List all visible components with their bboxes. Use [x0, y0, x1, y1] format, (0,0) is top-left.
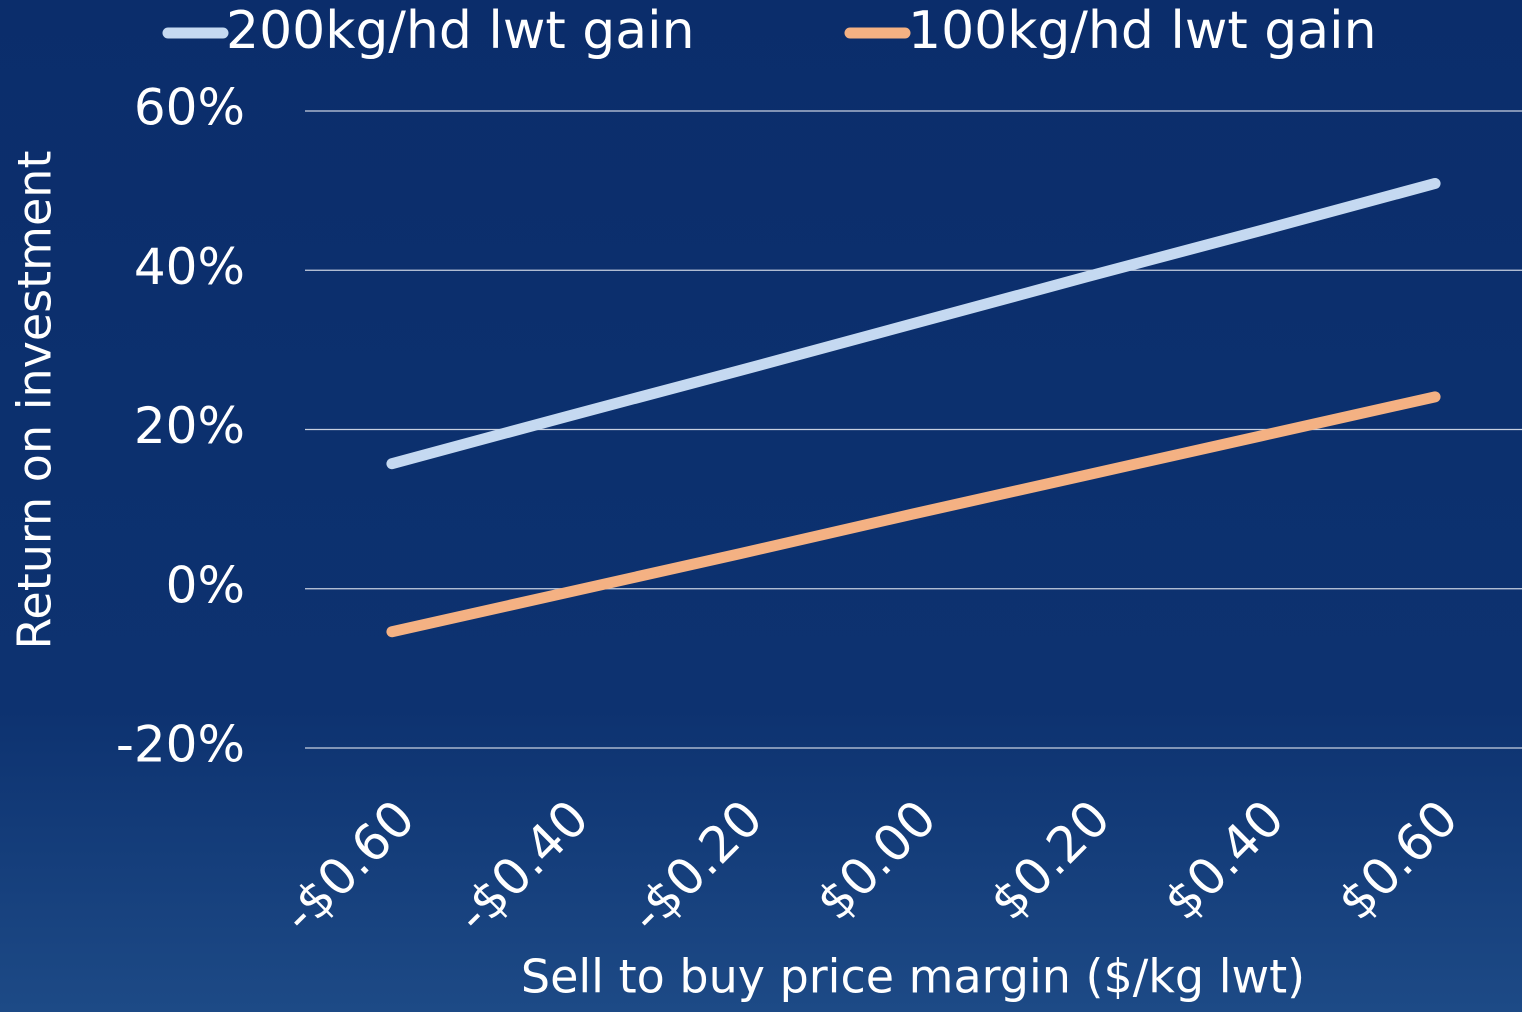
y-tick-label: 20% — [134, 397, 245, 455]
y-tick-label: 40% — [134, 238, 245, 296]
y-tick-label: -20% — [116, 716, 245, 774]
legend-label: 200kg/hd lwt gain — [226, 1, 695, 61]
series-line — [386, 177, 1441, 470]
x-axis-title: Sell to buy price margin ($/kg lwt) — [521, 950, 1305, 1004]
y-tick-label: 60% — [134, 79, 245, 137]
legend-label: 100kg/hd lwt gain — [908, 1, 1377, 61]
y-axis-title: Return on investment — [8, 151, 62, 650]
series-line — [386, 391, 1441, 638]
y-tick-label: 0% — [166, 556, 245, 614]
